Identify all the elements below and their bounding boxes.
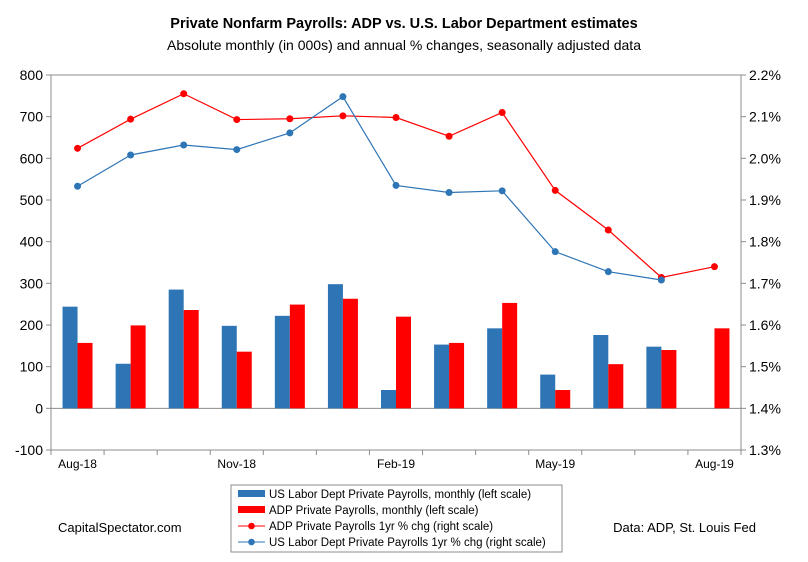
plot-area: -100 0 100 200 300 400 500 600 700 800 1.3% 1.4% 1.5… — [15, 67, 781, 471]
us-labor-bar — [62, 306, 78, 409]
right-axis-tick-label: 2.0% — [749, 150, 781, 166]
left-axis-tick-label: 400 — [20, 234, 44, 250]
footer-right-credit: Data: ADP, St. Louis Fed — [613, 520, 756, 535]
x-axis-tick-label: Aug-18 — [58, 457, 97, 471]
chart-subtitle: Absolute monthly (in 000s) and annual % … — [167, 37, 641, 53]
adp-bar — [183, 310, 199, 409]
legend-box — [230, 484, 563, 553]
left-axis-tick-label: 300 — [20, 275, 44, 291]
x-axis-tick-label: Nov-18 — [217, 457, 256, 471]
legend-label-us-line: US Labor Dept Private Payrolls 1yr % chg… — [269, 537, 546, 549]
left-axis-tick-label: 100 — [20, 359, 44, 375]
us-labor-bar — [115, 363, 131, 409]
us-labor-bar — [487, 328, 503, 409]
right-axis-tick-label: 1.6% — [749, 317, 781, 333]
legend-swatch-us-bars — [238, 490, 265, 497]
x-axis-tick-label: May-19 — [535, 457, 575, 471]
right-axis-tick-label: 1.4% — [749, 400, 781, 416]
us-labor-yoy-point — [339, 93, 347, 101]
adp-yoy-point — [286, 115, 294, 123]
us-labor-yoy-point — [74, 182, 82, 190]
us-labor-yoy-point — [127, 151, 135, 159]
right-axis-tick-label: 1.7% — [749, 275, 781, 291]
right-axis-tick-label: 2.2% — [749, 67, 781, 83]
us-labor-yoy-point — [551, 248, 559, 256]
chart-title: Private Nonfarm Payrolls: ADP vs. U.S. L… — [170, 16, 637, 32]
adp-bar — [449, 342, 465, 409]
us-labor-bar — [540, 374, 556, 409]
us-labor-yoy-point — [180, 141, 188, 149]
legend-label-adp-bars: ADP Private Payrolls, monthly (left scal… — [269, 505, 479, 517]
left-axis-tick-label: 700 — [20, 109, 44, 125]
adp-bar — [396, 316, 411, 409]
legend-marker-adp-line — [248, 522, 255, 530]
adp-yoy-point — [445, 132, 453, 140]
adp-bar — [130, 325, 146, 409]
footer-left-credit: CapitalSpectator.com — [58, 520, 182, 535]
us-labor-yoy-point — [498, 187, 506, 195]
left-axis-tick-label: 800 — [20, 67, 44, 83]
adp-bar — [714, 328, 730, 409]
adp-bar — [502, 302, 518, 409]
right-axis-tick-label: 2.1% — [749, 109, 781, 125]
adp-yoy-point — [233, 116, 241, 124]
adp-yoy-point — [74, 144, 82, 152]
legend-label-us-bars: US Labor Dept Private Payrolls, monthly … — [269, 489, 531, 501]
adp-bar — [661, 350, 677, 409]
us-labor-bar — [274, 315, 290, 409]
legend-swatch-adp-bars — [238, 506, 265, 513]
adp-yoy-point — [392, 114, 400, 121]
left-axis-tick-label: 500 — [20, 192, 44, 208]
us-labor-yoy-point — [286, 129, 294, 137]
adp-bar — [342, 298, 358, 409]
x-axis-tick-label: Aug-19 — [695, 457, 734, 471]
adp-yoy-point — [127, 115, 135, 123]
us-labor-bar — [327, 284, 343, 409]
us-labor-yoy-point — [657, 276, 665, 284]
us-labor-bar — [646, 346, 662, 409]
legend-marker-us-line — [248, 538, 255, 546]
adp-yoy-point — [339, 112, 347, 120]
legend-label-adp-line: ADP Private Payrolls 1yr % chg (right sc… — [269, 521, 493, 533]
right-axis-tick-label: 1.8% — [749, 234, 781, 250]
us-labor-yoy-line — [77, 95, 662, 281]
us-labor-yoy-point — [392, 181, 400, 189]
left-axis-tick-label: -100 — [15, 442, 43, 458]
right-axis-tick-label: 1.5% — [749, 359, 781, 375]
left-axis-tick-label: 600 — [20, 150, 44, 166]
left-axis-tick-label: 200 — [20, 317, 44, 333]
adp-yoy-point — [604, 226, 612, 234]
us-labor-yoy-point — [604, 268, 612, 276]
us-labor-yoy-point — [233, 146, 241, 154]
right-axis-tick-label: 1.9% — [749, 192, 781, 208]
adp-yoy-point — [551, 186, 559, 194]
adp-bar — [608, 364, 624, 409]
adp-bar — [555, 390, 571, 409]
us-labor-bar — [381, 390, 396, 409]
x-axis-tick-label: Feb-19 — [377, 457, 415, 471]
us-labor-yoy-point — [445, 189, 453, 196]
plot-frame — [50, 74, 742, 451]
us-labor-bar — [434, 344, 450, 409]
adp-yoy-point — [498, 109, 506, 116]
left-axis-tick-label: 0 — [35, 400, 43, 416]
us-labor-bar — [221, 325, 237, 409]
adp-bar — [289, 304, 305, 409]
us-labor-bar — [593, 335, 609, 409]
adp-bar — [77, 342, 93, 409]
legend: US Labor Dept Private Payrolls, monthly … — [230, 484, 563, 553]
adp-bar — [236, 351, 252, 409]
adp-yoy-point — [710, 263, 718, 271]
us-labor-bar — [168, 289, 184, 409]
right-axis-tick-label: 1.3% — [749, 442, 781, 458]
adp-yoy-point — [180, 90, 188, 98]
